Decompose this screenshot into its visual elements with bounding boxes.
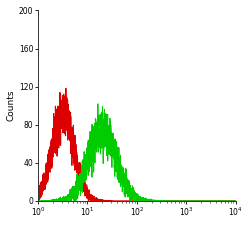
Y-axis label: Counts: Counts	[7, 90, 16, 121]
